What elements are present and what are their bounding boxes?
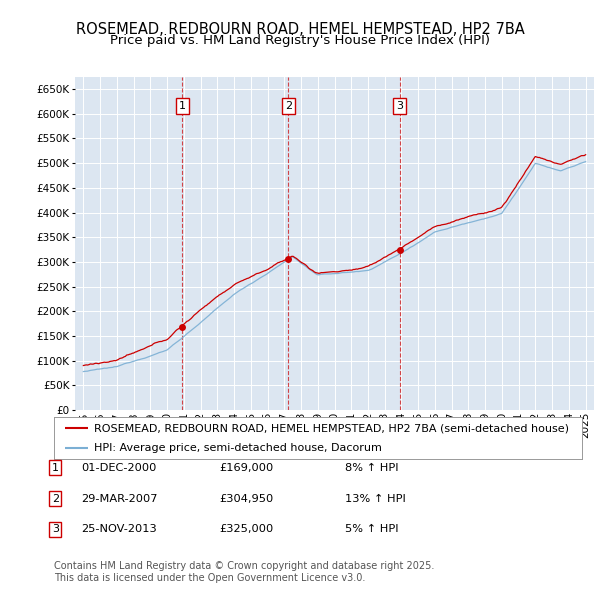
- Text: 29-MAR-2007: 29-MAR-2007: [81, 494, 157, 503]
- Text: Contains HM Land Registry data © Crown copyright and database right 2025.
This d: Contains HM Land Registry data © Crown c…: [54, 561, 434, 583]
- Text: 2: 2: [52, 494, 59, 503]
- Text: ROSEMEAD, REDBOURN ROAD, HEMEL HEMPSTEAD, HP2 7BA: ROSEMEAD, REDBOURN ROAD, HEMEL HEMPSTEAD…: [76, 22, 524, 37]
- Text: £304,950: £304,950: [219, 494, 273, 503]
- Text: 1: 1: [179, 101, 186, 112]
- Text: 1: 1: [52, 463, 59, 473]
- Text: HPI: Average price, semi-detached house, Dacorum: HPI: Average price, semi-detached house,…: [94, 442, 382, 453]
- Text: 3: 3: [396, 101, 403, 112]
- Text: £169,000: £169,000: [219, 463, 273, 473]
- Text: 25-NOV-2013: 25-NOV-2013: [81, 525, 157, 534]
- Text: Price paid vs. HM Land Registry's House Price Index (HPI): Price paid vs. HM Land Registry's House …: [110, 34, 490, 47]
- Text: 3: 3: [52, 525, 59, 534]
- Text: 2: 2: [285, 101, 292, 112]
- Text: 01-DEC-2000: 01-DEC-2000: [81, 463, 157, 473]
- Text: 5% ↑ HPI: 5% ↑ HPI: [345, 525, 398, 534]
- Text: 13% ↑ HPI: 13% ↑ HPI: [345, 494, 406, 503]
- Text: ROSEMEAD, REDBOURN ROAD, HEMEL HEMPSTEAD, HP2 7BA (semi-detached house): ROSEMEAD, REDBOURN ROAD, HEMEL HEMPSTEAD…: [94, 423, 569, 433]
- Text: £325,000: £325,000: [219, 525, 273, 534]
- Text: 8% ↑ HPI: 8% ↑ HPI: [345, 463, 398, 473]
